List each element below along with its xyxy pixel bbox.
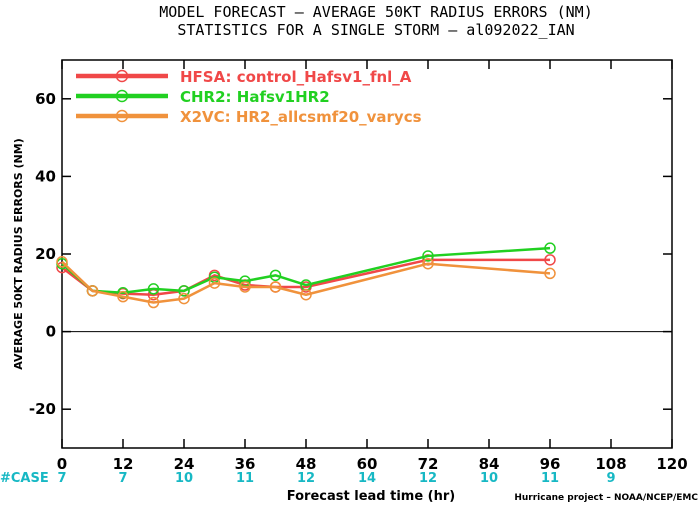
chart-subtitle: STATISTICS FOR A SINGLE STORM – al092022… [177,21,574,39]
data-point [208,277,221,289]
legend-item: CHR2: Hafsv1HR2 [76,88,330,106]
case-count: 7 [118,471,127,486]
series [56,254,556,301]
x-tick-label: 108 [595,455,626,473]
x-tick-label: 0 [57,455,67,473]
y-axis: -20 0 20 40 60 [29,90,672,418]
x-tick-label: 96 [540,455,561,473]
x-tick-label: 36 [235,455,256,473]
data-point [269,269,282,282]
data-point [86,285,99,297]
series [56,256,556,309]
legend-label: HFSA: control_Hafsv1_fnl_A [180,68,412,86]
case-count: 11 [541,471,559,486]
case-count: 10 [480,471,498,486]
plot-area: -20 0 20 40 60 0 12 24 36 48 60 72 84 96 108 120 [29,59,688,473]
x-tick-label: 120 [656,455,687,473]
legend-item: X2VC: HR2_allcsmf20_varycs [76,108,422,126]
x-tick-label: 48 [296,455,317,473]
x-tick-label: 12 [113,455,134,473]
legend-item: HFSA: control_Hafsv1_fnl_A [76,68,412,86]
x-tick-label: 84 [479,455,500,473]
data-point [544,242,556,254]
data-point [178,285,190,297]
case-count: 7 [57,471,66,486]
data-point [300,288,312,301]
data-point [117,290,129,303]
legend-marker [115,69,129,83]
chart-title: MODEL FORECAST – AVERAGE 50KT RADIUS ERR… [159,3,592,21]
data-point [422,257,434,270]
x-axis: 0 12 24 36 48 60 72 84 96 108 120 [57,60,688,473]
x-axis-label: Forecast lead time (hr) [287,489,455,504]
y-axis-label: AVERAGE 50KT RADIUS ERRORS (NM) [12,138,25,369]
data-point [544,267,556,280]
legend-marker [115,109,129,123]
data-point [178,292,190,305]
legend-marker [115,89,129,103]
legend: HFSA: control_Hafsv1_fnl_A CHR2: Hafsv1HR… [76,68,422,126]
data-point [422,250,434,262]
x-tick-label: 60 [357,455,378,473]
case-count: 12 [419,471,437,486]
credit-text: Hurricane project – NOAA/NCEP/EMC [514,493,698,503]
y-tick-label: -20 [29,400,56,418]
y-tick-label: 0 [46,323,56,341]
case-count: 9 [606,471,615,486]
data-point [56,256,68,268]
case-count: 12 [297,471,315,486]
y-tick-label: 40 [35,167,56,185]
case-count: 11 [236,471,254,486]
data-point [147,296,160,309]
case-count: 14 [358,471,376,486]
series-line [61,260,551,304]
data-point [147,283,160,295]
data-point [269,281,282,293]
x-tick-label: 24 [174,455,195,473]
case-count: 10 [175,471,193,486]
case-label: #CASE [0,471,49,486]
y-tick-label: 20 [35,245,56,263]
case-count-row: #CASE 7 7 10 11 12 14 12 10 11 9 [0,471,616,486]
legend-label: CHR2: Hafsv1HR2 [180,88,330,106]
y-tick-label: 60 [35,90,56,108]
series-line [61,246,551,295]
x-tick-label: 72 [418,455,439,473]
series-group [56,242,556,309]
data-point [239,281,251,293]
data-point [544,254,556,266]
legend-label: X2VC: HR2_allcsmf20_varycs [180,108,422,126]
